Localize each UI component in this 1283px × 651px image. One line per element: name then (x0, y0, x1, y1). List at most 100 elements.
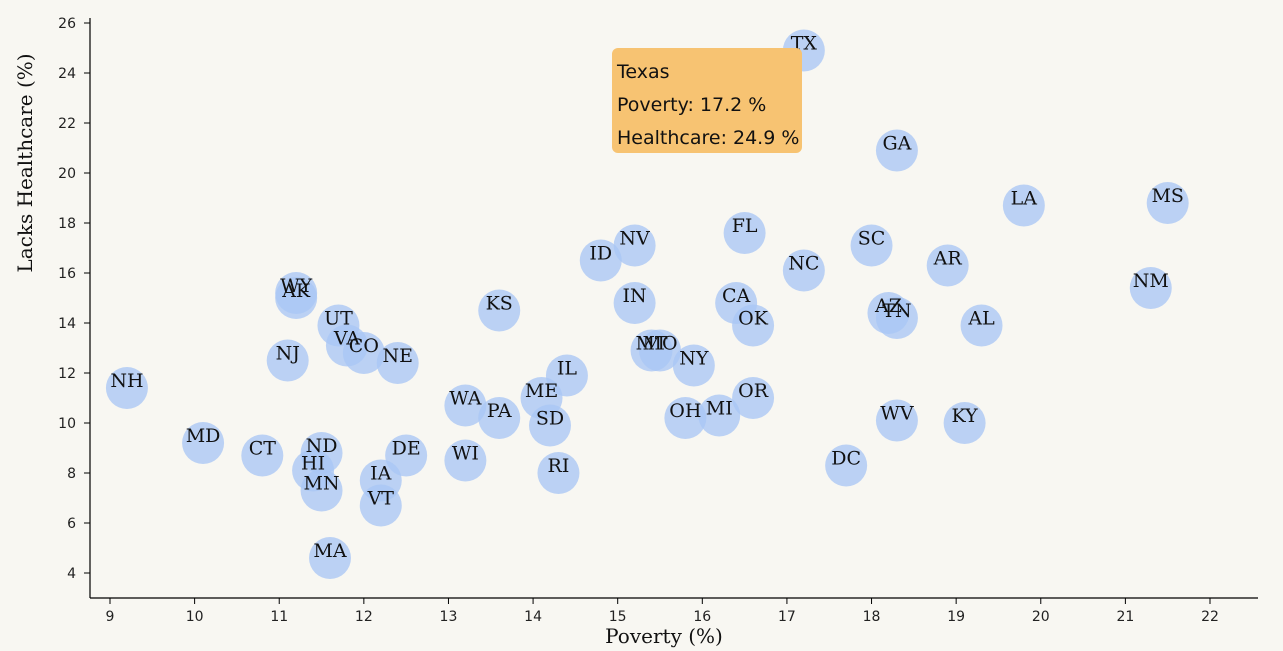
x-tick-label: 14 (524, 609, 542, 625)
tooltip: Texas Poverty: 17.2 % Healthcare: 24.9 % (612, 48, 802, 153)
state-marker[interactable] (105, 367, 148, 409)
state-marker[interactable] (875, 129, 918, 172)
state-label: ID (589, 243, 612, 265)
x-tick-label: 21 (1116, 609, 1134, 625)
x-tick-label: 10 (186, 609, 204, 625)
state-label: WV (880, 403, 914, 425)
state-marker[interactable] (664, 397, 707, 439)
state-label: WA (449, 388, 482, 410)
state-label: LA (1011, 188, 1038, 210)
x-tick-label: 15 (609, 609, 627, 625)
x-axis-label: Poverty (%) (605, 624, 723, 648)
state-marker[interactable] (698, 394, 741, 437)
state-label: NH (110, 370, 143, 392)
y-tick-label: 14 (58, 316, 76, 332)
state-marker[interactable] (825, 444, 868, 487)
axes (89, 18, 1258, 599)
state-label: NM (1133, 270, 1169, 292)
y-tick-label: 22 (58, 116, 76, 132)
state-marker[interactable] (732, 304, 775, 347)
state-marker[interactable] (537, 452, 580, 494)
state-marker[interactable] (342, 332, 385, 374)
state-label: IA (370, 463, 392, 485)
state-label: MO (642, 333, 677, 355)
y-tick-label: 12 (58, 366, 76, 382)
state-label: DC (831, 448, 861, 470)
state-label: UT (324, 308, 353, 330)
state-marker[interactable] (875, 297, 918, 339)
state-marker[interactable] (613, 224, 656, 267)
y-tick-label: 4 (67, 566, 76, 582)
y-tick-label: 20 (58, 166, 76, 182)
state-marker[interactable] (613, 282, 656, 324)
state-label: NJ (276, 343, 300, 365)
state-label: IL (557, 358, 578, 380)
state-marker[interactable] (309, 537, 351, 579)
state-marker[interactable] (266, 339, 309, 382)
state-label: CA (722, 285, 751, 307)
state-marker[interactable] (943, 402, 986, 444)
state-marker[interactable] (732, 377, 775, 419)
state-marker[interactable] (275, 277, 318, 319)
state-label: AR (933, 248, 963, 270)
state-label: VA (333, 328, 360, 350)
state-marker[interactable] (182, 422, 225, 464)
tooltip-state-name: Texas (617, 61, 670, 83)
state-marker[interactable] (241, 434, 284, 477)
x-tick-label: 12 (355, 609, 373, 625)
state-label: HI (301, 453, 325, 475)
state-label: AK (281, 280, 311, 302)
state-label: KS (486, 293, 513, 315)
state-marker[interactable] (875, 399, 918, 442)
y-tick-label: 10 (58, 416, 76, 432)
y-axis-label: Lacks Healthcare (%) (13, 53, 37, 272)
state-marker[interactable] (529, 404, 571, 447)
state-marker[interactable] (444, 384, 487, 427)
x-tick-label: 16 (693, 609, 711, 625)
state-marker[interactable] (960, 304, 1003, 347)
state-label: PA (487, 400, 512, 422)
state-marker[interactable] (639, 329, 681, 372)
state-marker[interactable] (579, 239, 622, 282)
state-label: WY (280, 275, 313, 297)
state-label: NE (382, 345, 413, 367)
y-tick-label: 24 (58, 66, 76, 82)
state-marker[interactable] (723, 212, 766, 254)
state-label: MN (303, 473, 339, 495)
state-marker[interactable] (926, 244, 969, 287)
state-label: VT (367, 488, 395, 510)
state-label: DE (392, 438, 421, 460)
state-marker[interactable] (376, 342, 419, 384)
state-label: ND (306, 435, 338, 457)
state-marker[interactable] (359, 484, 402, 527)
y-tick-label: 8 (67, 466, 76, 482)
state-marker[interactable] (1146, 182, 1189, 224)
state-marker[interactable] (672, 344, 715, 387)
state-label: OH (669, 400, 701, 422)
state-label: KY (951, 405, 978, 427)
state-marker[interactable] (1129, 267, 1172, 309)
state-marker[interactable] (300, 469, 343, 512)
state-label: MA (313, 540, 346, 562)
state-label: MI (706, 398, 733, 420)
state-marker[interactable] (444, 439, 487, 482)
state-marker[interactable] (478, 397, 521, 439)
state-marker[interactable] (478, 289, 521, 332)
state-marker[interactable] (782, 249, 825, 292)
state-label: ME (525, 380, 558, 402)
x-ticks: 9 10 11 12 13 14 15 16 17 18 19 20 21 22 (106, 598, 1219, 625)
state-label: SD (536, 408, 564, 430)
state-label: AZ (874, 295, 902, 317)
x-tick-label: 11 (270, 609, 288, 625)
state-marker[interactable] (850, 224, 893, 267)
x-tick-label: 18 (863, 609, 881, 625)
y-tick-label: 18 (58, 216, 76, 232)
y-ticks: 4 6 8 10 12 14 16 18 20 22 24 26 (58, 16, 90, 582)
state-label: TN (882, 300, 911, 322)
state-label: NV (619, 228, 650, 250)
state-marker[interactable] (1002, 184, 1045, 227)
x-tick-label: 17 (778, 609, 796, 625)
y-tick-label: 6 (67, 516, 76, 532)
